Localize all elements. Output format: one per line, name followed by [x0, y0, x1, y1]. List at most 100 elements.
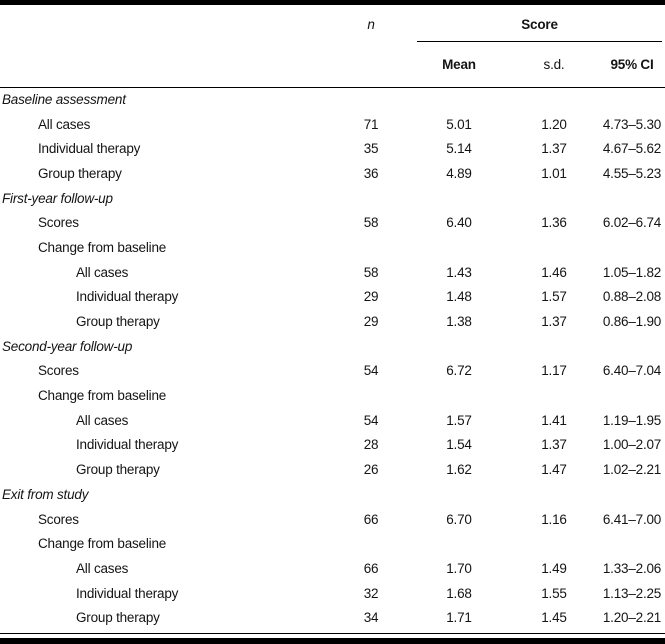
row-sd-value: 1.41	[541, 412, 567, 428]
table-header-row-sub: Mean s.d. 95% CI	[0, 43, 665, 88]
row-mean-value: 1.71	[446, 610, 472, 626]
column-group-score: Score	[409, 5, 665, 43]
row-label: First-year follow-up	[2, 190, 113, 206]
row-label: Baseline assessment	[2, 92, 126, 108]
row-sd-value: 1.47	[541, 462, 567, 478]
table-row: Individual therapy 32 1.68 1.55 1.13–2.2…	[0, 581, 665, 606]
row-label: Exit from study	[2, 486, 89, 502]
row-n-value: 35	[363, 141, 379, 157]
row-n-value	[333, 531, 409, 556]
row-mean-value: 1.68	[446, 585, 472, 601]
table-row: Group therapy 36 4.89 1.01 4.55–5.23	[0, 161, 665, 186]
table-row: First-year follow-up	[0, 186, 665, 211]
row-sd-value	[509, 383, 599, 408]
row-sd-value: 1.37	[541, 141, 567, 157]
table-row: Individual therapy 35 5.14 1.37 4.67–5.6…	[0, 136, 665, 161]
table-row: Group therapy 34 1.71 1.45 1.20–2.21	[0, 605, 665, 630]
row-ci-value: 0.86–1.90	[602, 314, 662, 330]
row-mean-value	[409, 235, 509, 260]
row-mean-value: 1.48	[446, 289, 472, 305]
table-body: Baseline assessment All cases 71 5.01 1.…	[0, 87, 665, 630]
row-label: All cases	[76, 560, 129, 576]
table-row: Exit from study	[0, 482, 665, 507]
row-mean-value: 5.01	[446, 116, 472, 132]
row-sd-value: 1.46	[541, 264, 567, 280]
row-sd-value: 1.55	[541, 585, 567, 601]
row-label: Second-year follow-up	[2, 338, 133, 354]
table-top-rule	[0, 0, 665, 5]
row-ci-value	[599, 383, 665, 408]
table-row: Group therapy 29 1.38 1.37 0.86–1.90	[0, 309, 665, 334]
row-label: Group therapy	[76, 314, 160, 330]
header-spacer	[333, 43, 409, 88]
row-sd-value	[509, 235, 599, 260]
row-sd-value	[509, 334, 599, 359]
row-ci-value	[599, 87, 665, 112]
table-row: Scores 66 6.70 1.16 6.41–7.00	[0, 507, 665, 532]
row-n-value	[333, 334, 409, 359]
row-sd-value: 1.37	[541, 437, 567, 453]
row-mean-value: 1.62	[446, 462, 472, 478]
row-label: Scores	[38, 511, 79, 527]
column-header-n: n	[367, 16, 375, 32]
column-header-sd: s.d.	[509, 43, 599, 88]
row-ci-value: 1.19–1.95	[602, 412, 662, 428]
row-n-value: 36	[363, 165, 379, 181]
table-row: Baseline assessment	[0, 87, 665, 112]
row-ci-value: 1.20–2.21	[602, 610, 662, 626]
row-mean-value: 1.38	[446, 314, 472, 330]
row-sd-value	[509, 482, 599, 507]
row-label: All cases	[38, 116, 91, 132]
row-ci-value	[599, 531, 665, 556]
table-bottom-thin-rule	[0, 633, 665, 634]
column-header-ci: 95% CI	[599, 43, 665, 88]
row-mean-value: 4.89	[446, 165, 472, 181]
row-n-value: 54	[363, 412, 379, 428]
row-ci-value	[599, 482, 665, 507]
table-bottom-rule	[0, 638, 665, 644]
row-n-value	[333, 186, 409, 211]
row-n-value: 29	[363, 314, 379, 330]
table-row: Group therapy 26 1.62 1.47 1.02–2.21	[0, 457, 665, 482]
row-label: All cases	[76, 412, 129, 428]
row-label: Scores	[38, 215, 79, 231]
row-ci-value: 4.67–5.62	[602, 141, 662, 157]
row-n-value: 66	[363, 560, 379, 576]
row-label: Individual therapy	[38, 141, 141, 157]
column-group-score-label: Score	[417, 7, 662, 42]
table-row: Individual therapy 28 1.54 1.37 1.00–2.0…	[0, 433, 665, 458]
row-ci-value: 1.33–2.06	[602, 560, 662, 576]
table-row: All cases 66 1.70 1.49 1.33–2.06	[0, 556, 665, 581]
row-n-value	[333, 235, 409, 260]
table-row: Change from baseline	[0, 531, 665, 556]
row-ci-value: 1.05–1.82	[602, 264, 662, 280]
row-sd-value: 1.01	[541, 165, 567, 181]
row-ci-value	[599, 186, 665, 211]
row-label: Group therapy	[76, 610, 160, 626]
row-label: Individual therapy	[76, 437, 179, 453]
row-sd-value: 1.20	[541, 116, 567, 132]
table-row: All cases 58 1.43 1.46 1.05–1.82	[0, 260, 665, 285]
table-row: All cases 54 1.57 1.41 1.19–1.95	[0, 408, 665, 433]
row-n-value: 54	[363, 363, 379, 379]
row-ci-value: 0.88–2.08	[602, 289, 662, 305]
row-n-value: 32	[363, 585, 379, 601]
row-mean-value: 6.70	[446, 511, 472, 527]
row-mean-value: 1.43	[446, 264, 472, 280]
table-header-row-top: n Score	[0, 5, 665, 43]
row-n-value: 34	[363, 610, 379, 626]
table-row: Second-year follow-up	[0, 334, 665, 359]
row-label: Change from baseline	[38, 536, 167, 552]
row-ci-value: 4.55–5.23	[602, 165, 662, 181]
row-ci-value: 6.41–7.00	[602, 511, 662, 527]
row-ci-value	[599, 235, 665, 260]
row-n-value	[333, 383, 409, 408]
table-row: Scores 54 6.72 1.17 6.40–7.04	[0, 359, 665, 384]
row-label: Group therapy	[76, 462, 160, 478]
row-label: Group therapy	[38, 165, 122, 181]
row-mean-value	[409, 383, 509, 408]
row-sd-value	[509, 186, 599, 211]
row-ci-value	[599, 334, 665, 359]
table-row: All cases 71 5.01 1.20 4.73–5.30	[0, 112, 665, 137]
